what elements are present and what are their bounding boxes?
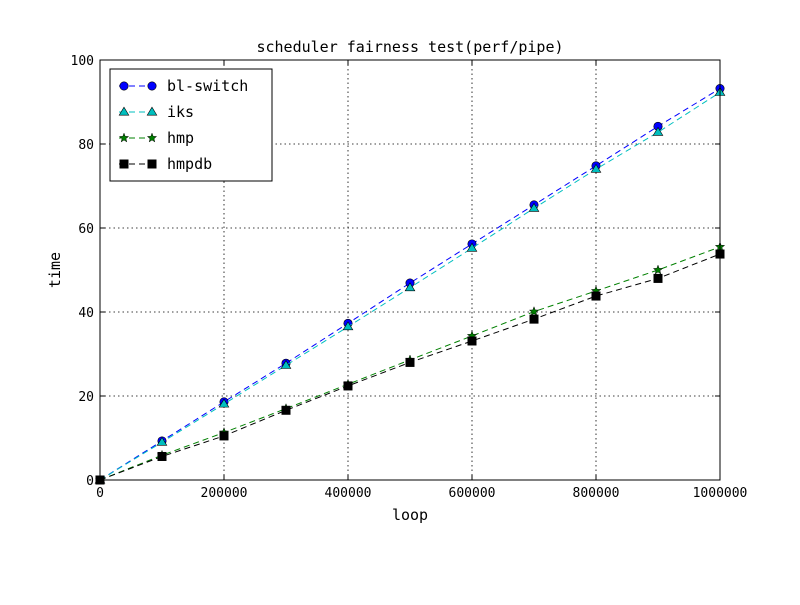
data-point-hmpdb <box>591 291 601 301</box>
data-point-hmpdb <box>343 381 353 391</box>
series-line-bl-switch <box>99 88 721 481</box>
legend-label: bl-switch <box>167 77 248 95</box>
data-point-hmpdb <box>219 431 229 441</box>
data-point-hmpdb <box>653 273 663 283</box>
chart-title: scheduler fairness test(perf/pipe) <box>256 38 563 56</box>
data-point-hmpdb <box>467 336 477 346</box>
legend-marker <box>119 159 129 169</box>
legend-marker <box>147 159 157 169</box>
data-point-hmpdb <box>405 357 415 367</box>
data-point-iks <box>218 398 230 408</box>
x-tick-label: 1000000 <box>693 486 748 501</box>
legend-item-iks: iks <box>118 103 194 121</box>
y-tick-label: 100 <box>71 54 94 69</box>
x-axis-title: loop <box>392 506 428 524</box>
data-point-iks <box>466 242 478 252</box>
x-tick-label: 600000 <box>449 486 496 501</box>
data-point-iks <box>280 359 292 369</box>
x-tick-label: 0 <box>96 486 104 501</box>
data-point-hmpdb <box>529 314 539 324</box>
data-point-iks <box>404 282 416 292</box>
data-point-iks <box>156 436 168 446</box>
x-tick-label: 400000 <box>325 486 372 501</box>
legend-marker <box>146 106 158 116</box>
legend-label: hmpdb <box>167 155 212 173</box>
y-tick-label: 80 <box>78 138 94 153</box>
legend-marker <box>146 132 158 143</box>
data-point-hmp <box>528 306 540 317</box>
data-point-hmpdb <box>157 451 167 461</box>
data-point-iks <box>652 126 664 136</box>
x-tick-label: 800000 <box>573 486 620 501</box>
axis-ticks: 0 200000 400000 600000 800000 1000000 0 20 40 60 8… <box>71 54 748 501</box>
legend-item-bl-switch: bl-switch <box>119 77 248 95</box>
legend-marker <box>147 81 157 91</box>
data-point-iks <box>342 321 354 331</box>
legend-box <box>109 68 273 182</box>
y-axis-title: time <box>46 252 64 288</box>
y-tick-label: 60 <box>78 222 94 237</box>
legend-marker <box>118 106 130 116</box>
data-point-hmpdb <box>281 405 291 415</box>
data-point-iks <box>528 202 540 212</box>
data-point-hmp <box>652 264 664 275</box>
series-hmpdb <box>95 249 725 485</box>
x-tick-label: 200000 <box>201 486 248 501</box>
legend-marker <box>119 81 129 91</box>
legend-item-hmpdb: hmpdb <box>119 155 212 173</box>
legend-label: hmp <box>167 129 194 147</box>
legend-marker <box>118 132 130 143</box>
data-point-iks <box>590 163 602 173</box>
legend-label: iks <box>167 103 194 121</box>
legend-item-hmp: hmp <box>118 129 194 147</box>
y-tick-label: 40 <box>78 306 94 321</box>
plot-frame <box>99 59 721 481</box>
y-tick-label: 0 <box>86 474 94 489</box>
legend: bl-switch iks hmp hmpdb <box>109 68 273 182</box>
y-tick-label: 20 <box>78 390 94 405</box>
series-lines <box>94 84 726 485</box>
